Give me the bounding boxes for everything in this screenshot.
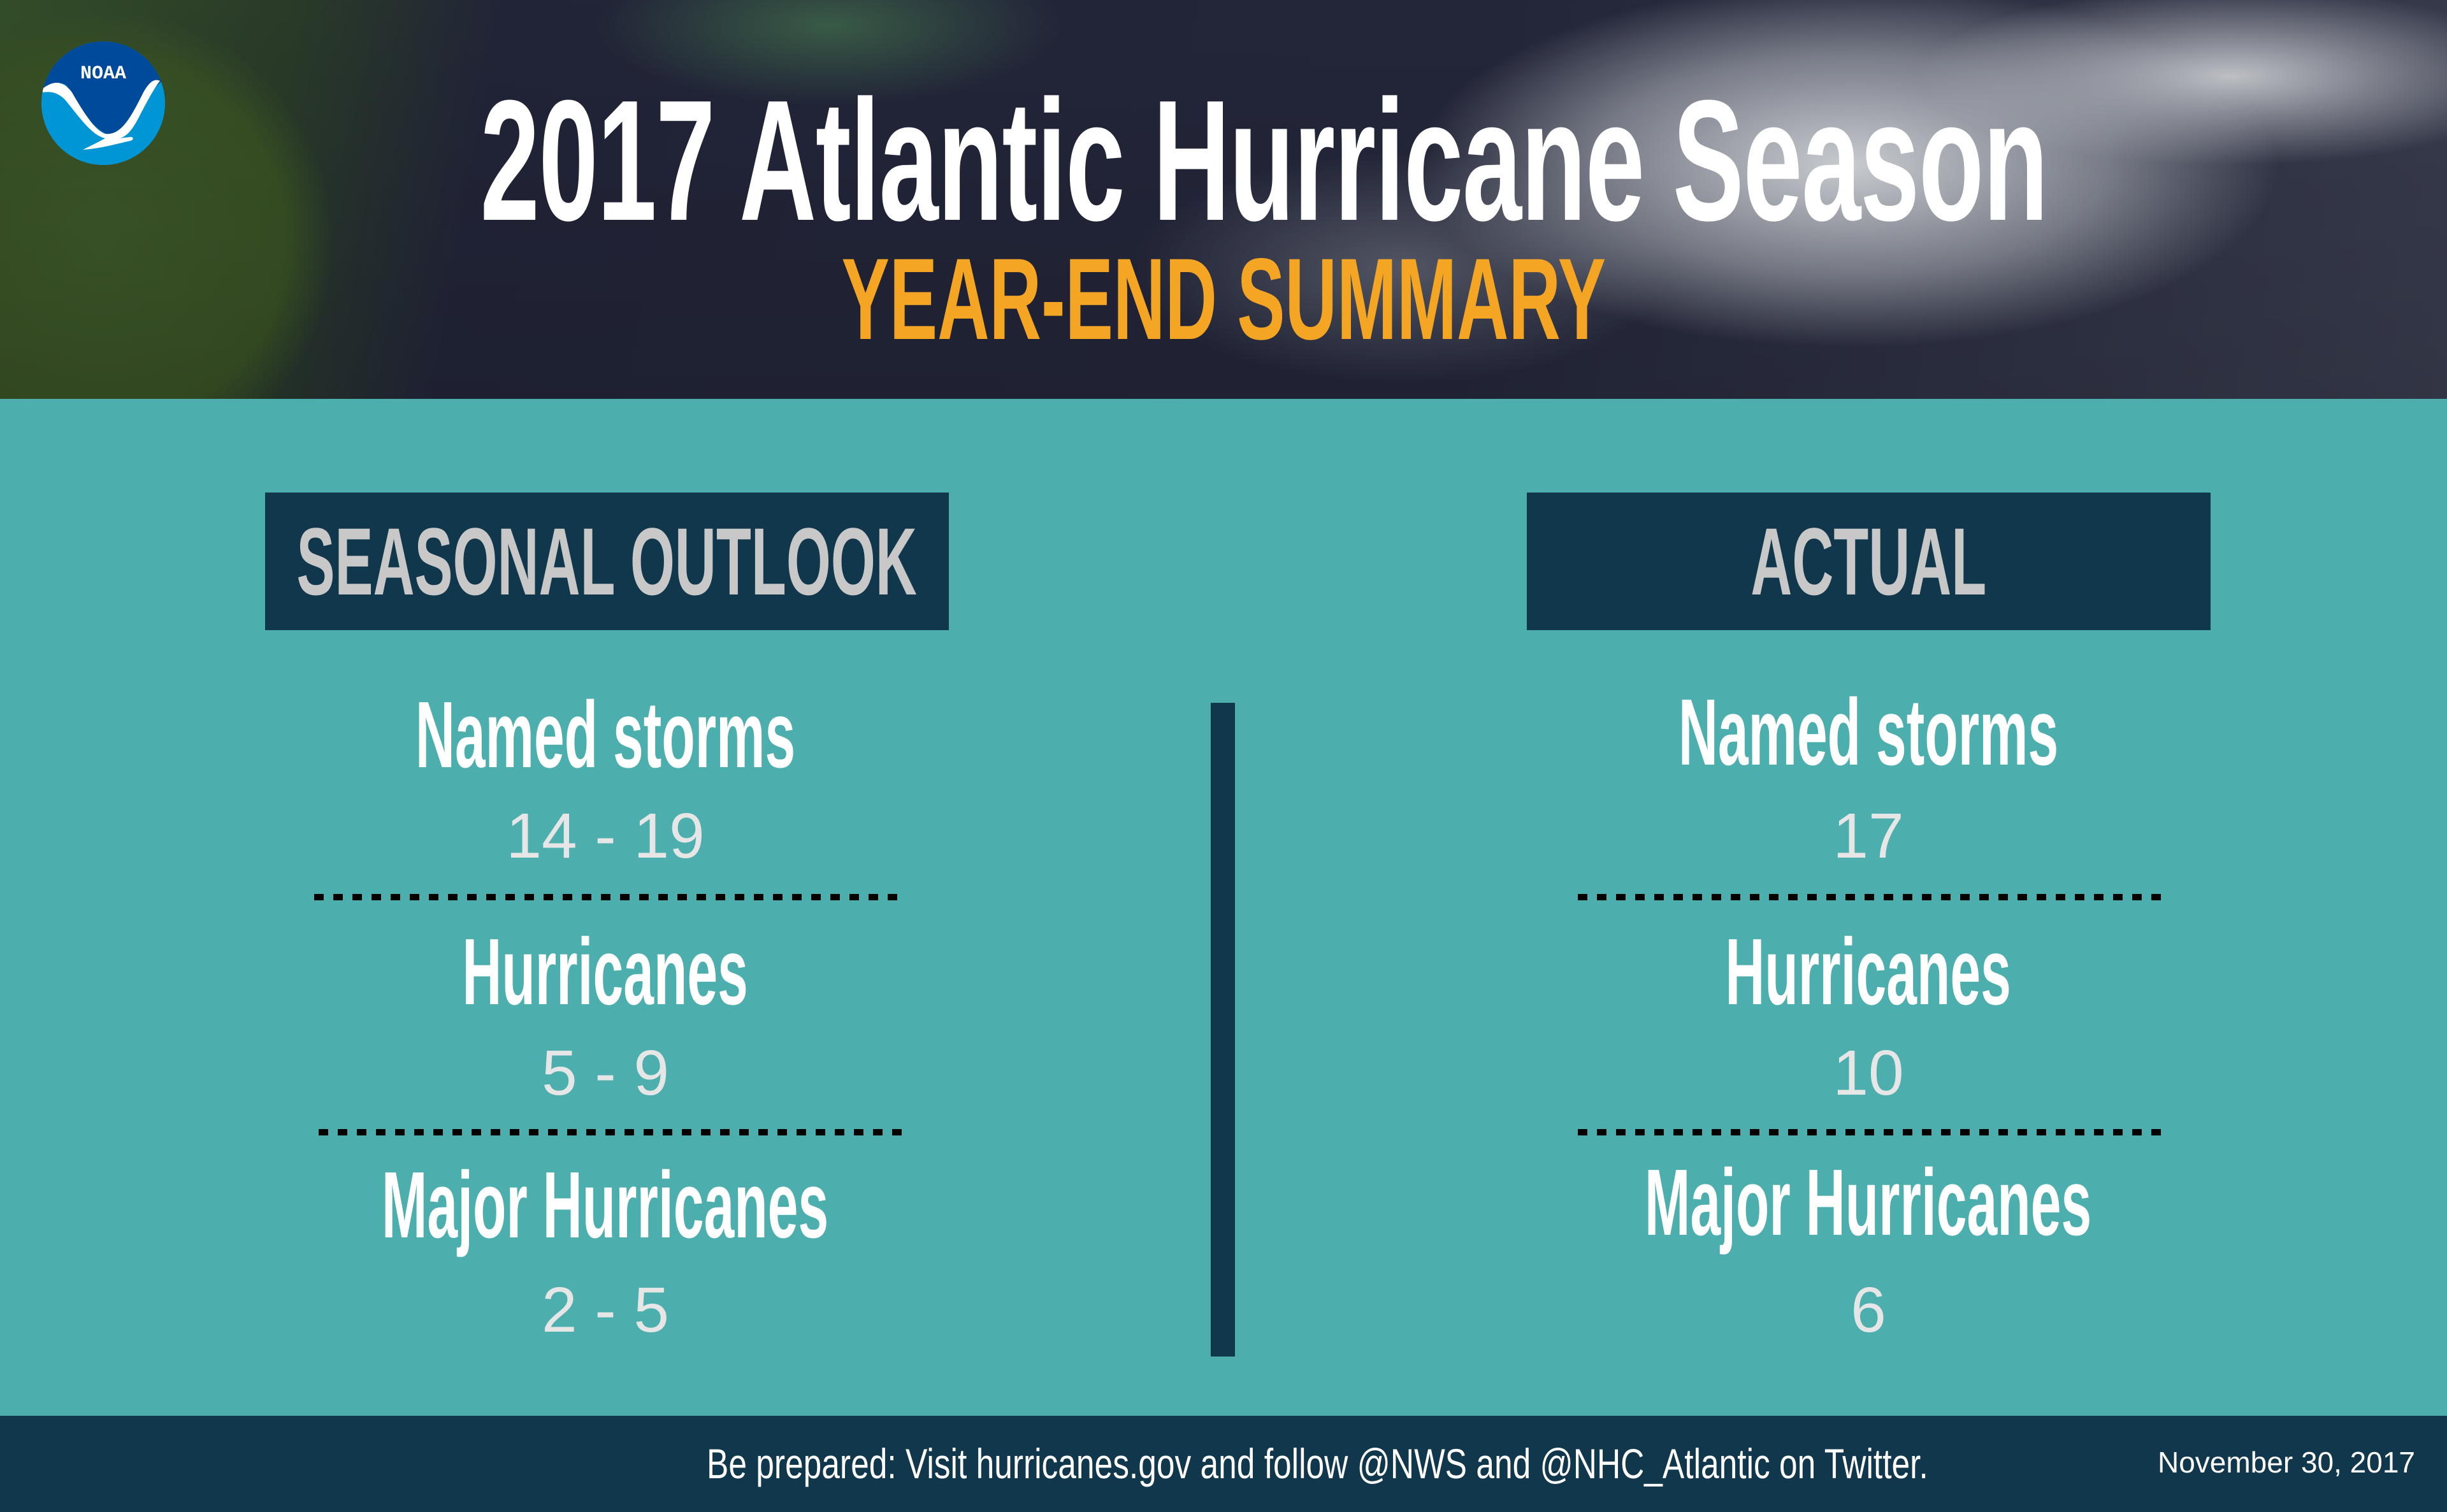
actual-heading: ACTUAL [1527, 493, 2211, 630]
actual-named-storms-label: Named storms [1678, 680, 2059, 785]
actual-hurricanes-label: Hurricanes [1725, 919, 2012, 1025]
outlook-major-hurricanes-label: Major Hurricanes [382, 1153, 829, 1258]
outlook-separator-1 [314, 894, 897, 900]
actual-separator-2 [1578, 1129, 2161, 1135]
noaa-logo-text: NOAA [80, 63, 126, 85]
outlook-separator-2 [319, 1129, 902, 1135]
header-shade [0, 0, 2447, 399]
noaa-logo-icon: NOAA [41, 41, 165, 165]
footer-message: Be prepared: Visit hurricanes.gov and fo… [707, 1440, 1929, 1487]
outlook-hurricanes-label: Hurricanes [462, 919, 749, 1025]
footer-date: November 30, 2017 [2157, 1446, 2415, 1479]
footer-bar: Be prepared: Visit hurricanes.gov and fo… [0, 1416, 2447, 1512]
seasonal-outlook-heading: SEASONAL OUTLOOK [265, 493, 949, 630]
actual-major-hurricanes-value: 6 [1851, 1274, 1886, 1346]
actual-major-hurricanes-label: Major Hurricanes [1645, 1150, 2092, 1255]
page-title: 2017 Atlantic Hurricane Season [480, 65, 2049, 257]
actual-separator-1 [1578, 894, 2161, 900]
column-divider [1211, 703, 1235, 1357]
outlook-named-storms-label: Named storms [415, 682, 796, 788]
actual-named-storms-value: 17 [1833, 800, 1904, 872]
outlook-named-storms-value: 14 - 19 [506, 800, 705, 872]
outlook-column: Named storms 14 - 19 Hurricanes 5 - 9 Ma… [191, 0, 1020, 1416]
outlook-hurricanes-value: 5 - 9 [541, 1037, 670, 1109]
outlook-major-hurricanes-value: 2 - 5 [541, 1274, 670, 1346]
actual-hurricanes-value: 10 [1833, 1037, 1904, 1109]
satellite-header-image: NOAA 2017 Atlantic Hurricane Season YEAR… [0, 0, 2447, 399]
page-subtitle: YEAR-END SUMMARY [841, 234, 1606, 364]
actual-column: Named storms 17 Hurricanes 10 Major Hurr… [1454, 0, 2283, 1416]
